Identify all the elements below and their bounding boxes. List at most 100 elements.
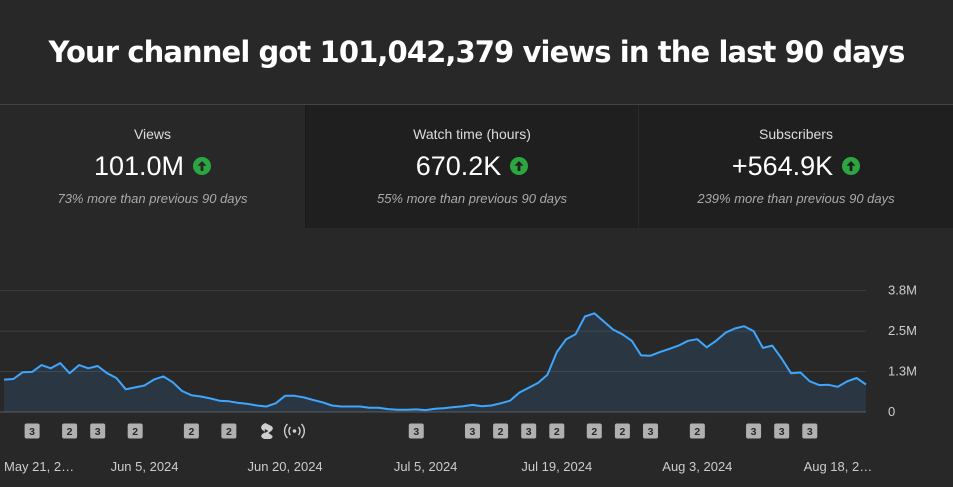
data-point[interactable]: [96, 364, 100, 368]
tab-subscribers[interactable]: Subscribers +564.9K 239% more than previ…: [638, 105, 953, 228]
upload-count-badge[interactable]: 3: [464, 423, 480, 439]
data-point[interactable]: [611, 327, 615, 331]
data-point[interactable]: [602, 319, 606, 323]
data-point[interactable]: [489, 404, 493, 408]
data-point[interactable]: [246, 402, 250, 406]
data-point[interactable]: [405, 408, 409, 412]
upload-count-badge[interactable]: 3: [408, 423, 424, 439]
data-point[interactable]: [124, 387, 128, 391]
data-point[interactable]: [452, 405, 456, 409]
data-point[interactable]: [208, 396, 212, 400]
data-point[interactable]: [311, 398, 315, 402]
upload-count-badge[interactable]: 3: [24, 423, 40, 439]
data-point[interactable]: [264, 404, 268, 408]
upload-count-badge[interactable]: 3: [521, 423, 537, 439]
data-point[interactable]: [480, 404, 484, 408]
data-point[interactable]: [227, 399, 231, 403]
data-point[interactable]: [583, 315, 587, 319]
data-point[interactable]: [461, 404, 465, 408]
data-point[interactable]: [574, 332, 578, 336]
data-point[interactable]: [349, 404, 353, 408]
data-point[interactable]: [11, 377, 15, 381]
data-point[interactable]: [396, 408, 400, 412]
upload-count-badge[interactable]: 2: [549, 423, 565, 439]
data-point[interactable]: [667, 347, 671, 351]
data-point[interactable]: [517, 391, 521, 395]
data-point[interactable]: [592, 311, 596, 315]
data-point[interactable]: [845, 379, 849, 383]
data-point[interactable]: [274, 401, 278, 405]
data-point[interactable]: [499, 401, 503, 405]
data-point[interactable]: [864, 382, 868, 386]
upload-count-badge[interactable]: 3: [643, 423, 658, 439]
shorts-icon[interactable]: [261, 423, 273, 439]
data-point[interactable]: [442, 406, 446, 410]
upload-count-badge[interactable]: 2: [183, 423, 199, 439]
data-point[interactable]: [49, 366, 53, 370]
data-point[interactable]: [695, 337, 699, 341]
data-point[interactable]: [58, 361, 62, 365]
data-point[interactable]: [714, 339, 718, 343]
upload-count-badge[interactable]: 3: [774, 423, 790, 439]
data-point[interactable]: [433, 407, 437, 411]
data-point[interactable]: [171, 380, 175, 384]
data-point[interactable]: [2, 378, 6, 382]
upload-count-badge[interactable]: 3: [746, 423, 762, 439]
data-point[interactable]: [143, 383, 147, 387]
upload-count-badge[interactable]: 2: [614, 423, 630, 439]
data-point[interactable]: [114, 376, 118, 380]
data-point[interactable]: [836, 385, 840, 389]
upload-count-badge[interactable]: 2: [493, 423, 509, 439]
data-point[interactable]: [152, 378, 156, 382]
data-point[interactable]: [236, 401, 240, 405]
data-point[interactable]: [30, 370, 34, 374]
upload-count-badge[interactable]: 3: [802, 423, 818, 439]
data-point[interactable]: [161, 374, 165, 378]
data-point[interactable]: [470, 403, 474, 407]
data-point[interactable]: [620, 332, 624, 336]
upload-count-badge[interactable]: 3: [90, 423, 106, 439]
tab-views[interactable]: Views 101.0M 73% more than previous 90 d…: [0, 105, 306, 228]
data-point[interactable]: [292, 394, 296, 398]
data-point[interactable]: [761, 346, 765, 350]
data-point[interactable]: [630, 339, 634, 343]
data-point[interactable]: [649, 354, 653, 358]
views-chart[interactable]: 0 1.3M 2.5M 3.8M 3 2 3 2 2 2 3 3 2 3 2 2 2 3 2 3 3 3 May 21,…: [0, 227, 953, 487]
data-point[interactable]: [68, 371, 72, 375]
data-point[interactable]: [377, 406, 381, 410]
data-point[interactable]: [39, 363, 43, 367]
data-point[interactable]: [780, 357, 784, 361]
data-point[interactable]: [545, 373, 549, 377]
data-point[interactable]: [677, 344, 681, 348]
upload-count-badge[interactable]: 2: [127, 423, 143, 439]
data-point[interactable]: [133, 385, 137, 389]
data-point[interactable]: [21, 370, 25, 374]
data-point[interactable]: [330, 404, 334, 408]
data-point[interactable]: [283, 394, 287, 398]
data-point[interactable]: [367, 406, 371, 410]
data-point[interactable]: [536, 381, 540, 385]
data-point[interactable]: [752, 329, 756, 333]
data-point[interactable]: [639, 353, 643, 357]
data-point[interactable]: [742, 324, 746, 328]
data-point[interactable]: [686, 339, 690, 343]
data-point[interactable]: [77, 363, 81, 367]
data-point[interactable]: [218, 399, 222, 403]
data-point[interactable]: [817, 383, 821, 387]
data-point[interactable]: [424, 408, 428, 412]
data-point[interactable]: [255, 404, 259, 408]
data-point[interactable]: [827, 383, 831, 387]
tab-watch-time[interactable]: Watch time (hours) 670.2K 55% more than …: [306, 105, 638, 228]
data-point[interactable]: [302, 395, 306, 399]
data-point[interactable]: [180, 389, 184, 393]
live-icon[interactable]: [283, 423, 306, 439]
data-point[interactable]: [199, 394, 203, 398]
data-point[interactable]: [414, 407, 418, 411]
data-point[interactable]: [189, 393, 193, 397]
data-point[interactable]: [358, 404, 362, 408]
data-point[interactable]: [733, 326, 737, 330]
data-point[interactable]: [527, 386, 531, 390]
upload-count-badge[interactable]: 2: [62, 423, 78, 439]
data-point[interactable]: [658, 350, 662, 354]
data-point[interactable]: [705, 345, 709, 349]
